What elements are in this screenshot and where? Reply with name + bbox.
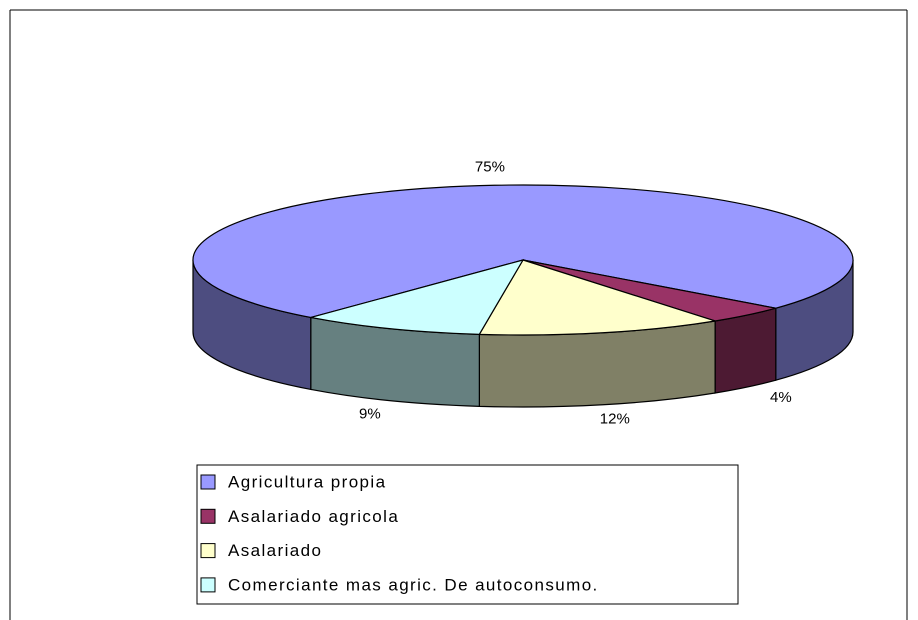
legend-label: Asalariado	[228, 541, 322, 560]
slice	[478, 259, 716, 336]
legend-label: Comerciante mas agric. De autoconsumo.	[228, 575, 599, 594]
data-label: 12%	[600, 410, 630, 427]
data-label: 4%	[770, 389, 792, 406]
legend-swatch	[200, 474, 216, 490]
slice-side	[714, 307, 777, 394]
legend-label: Asalariado agricola	[228, 507, 399, 526]
legend-swatch	[200, 543, 216, 559]
legend-swatch	[200, 577, 216, 593]
legend-label: Agricultura propia	[228, 472, 386, 491]
slice	[310, 259, 525, 335]
data-label: 9%	[359, 405, 381, 422]
slice	[192, 184, 854, 319]
data-label: 75%	[475, 158, 505, 175]
legend-swatch	[200, 508, 216, 524]
legend	[196, 464, 739, 605]
